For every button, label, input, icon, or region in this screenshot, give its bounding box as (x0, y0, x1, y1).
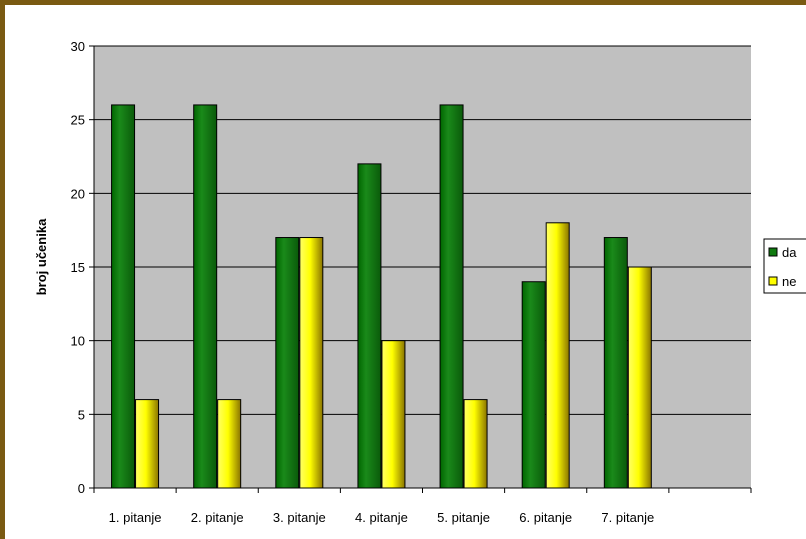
x-tick-label-1: 1. pitanje (109, 510, 162, 525)
bar-da-1 (111, 104, 136, 489)
x-tick-labels: 1. pitanje 2. pitanje 3. pitanje 4. pitanje… (109, 510, 655, 525)
bar-da-6 (521, 281, 546, 489)
y-axis-title: broj učenika (34, 218, 49, 295)
bar-ne-5 (463, 399, 488, 489)
bar-da-7 (603, 237, 628, 489)
bar-da-5 (439, 104, 464, 489)
y-tick-label-25: 25 (71, 113, 85, 128)
bar-ne-1 (135, 399, 160, 489)
axes (89, 45, 752, 493)
x-tick-label-3: 3. pitanje (273, 510, 326, 525)
bar-da-2 (193, 104, 218, 489)
bar-ne-3 (299, 237, 324, 489)
bar-ne-2 (217, 399, 242, 489)
bar-da-3 (275, 237, 300, 489)
legend-swatch-da (768, 247, 778, 257)
y-tick-label-0: 0 (78, 481, 85, 496)
legend-label-da: da (782, 245, 797, 260)
y-tick-label-10: 10 (71, 334, 85, 349)
x-tick-label-5: 5. pitanje (437, 510, 490, 525)
x-tick-label-4: 4. pitanje (355, 510, 408, 525)
x-tick-label-6: 6. pitanje (519, 510, 572, 525)
y-tick-label-15: 15 (71, 260, 85, 275)
bar-ne-4 (381, 340, 406, 489)
bar-ne-7 (627, 266, 652, 489)
legend-label-ne: ne (782, 274, 796, 289)
bar-ne-6 (545, 222, 570, 489)
y-tick-labels: 0 5 10 15 20 25 30 (71, 39, 85, 496)
bar-da-4 (357, 163, 382, 489)
x-tick-label-7: 7. pitanje (601, 510, 654, 525)
x-tick-label-2: 2. pitanje (191, 510, 244, 525)
y-tick-label-30: 30 (71, 39, 85, 54)
legend-swatch-ne (768, 276, 778, 286)
y-tick-label-20: 20 (71, 186, 85, 201)
y-tick-label-5: 5 (78, 407, 85, 422)
legend: da ne (763, 238, 806, 294)
bars (111, 104, 652, 489)
